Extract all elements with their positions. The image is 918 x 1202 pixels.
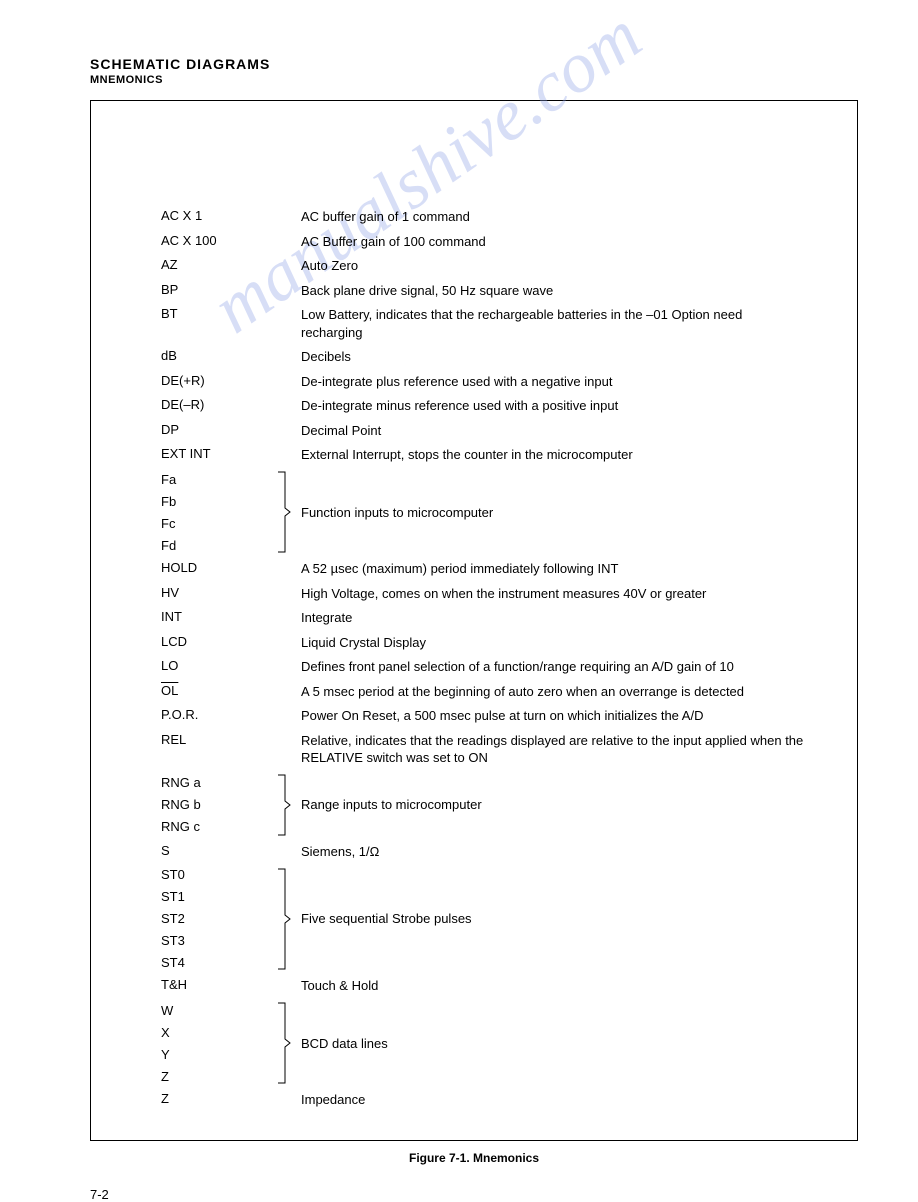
mnemonic: REL (161, 732, 301, 747)
figure-caption: Figure 7-1. Mnemonics (90, 1151, 858, 1165)
group-label: Fd (161, 538, 176, 553)
description: Defines front panel selection of a funct… (301, 658, 827, 676)
group-label: ST4 (161, 955, 185, 970)
group-label: ST0 (161, 867, 185, 882)
entry-row: ZImpedance (161, 1091, 827, 1109)
group-desc: Function inputs to microcomputer (301, 505, 827, 520)
entry-row: dBDecibels (161, 348, 827, 366)
group-row-strobe: ST0 ST1 ST2 ST3 ST4 Five sequential Strobe p… (161, 867, 827, 970)
group-desc: BCD data lines (301, 1036, 827, 1051)
group-label: RNG b (161, 797, 201, 812)
mnemonic: OL (161, 683, 301, 698)
mnemonic: dB (161, 348, 301, 363)
entry-row: LCDLiquid Crystal Display (161, 634, 827, 652)
mnemonic: INT (161, 609, 301, 624)
description: A 5 msec period at the beginning of auto… (301, 683, 827, 701)
bracket-icon (277, 1002, 291, 1084)
mnemonic: DP (161, 422, 301, 437)
description: De-integrate minus reference used with a… (301, 397, 827, 415)
description: Relative, indicates that the readings di… (301, 732, 827, 767)
description: Impedance (301, 1091, 827, 1109)
description: Low Battery, indicates that the recharge… (301, 306, 827, 341)
entry-row: BPBack plane drive signal, 50 Hz square … (161, 282, 827, 300)
group-label: Fb (161, 494, 176, 509)
mnemonic: LO (161, 658, 301, 673)
bracket-icon (277, 774, 291, 836)
entry-row: LODefines front panel selection of a fun… (161, 658, 827, 676)
entry-row: EXT INTExternal Interrupt, stops the cou… (161, 446, 827, 464)
mnemonic: AZ (161, 257, 301, 272)
mnemonic: DE(–R) (161, 397, 301, 412)
description: High Voltage, comes on when the instrume… (301, 585, 827, 603)
mnemonic: S (161, 843, 301, 858)
group-label: RNG c (161, 819, 201, 834)
description: Integrate (301, 609, 827, 627)
group-label: RNG a (161, 775, 201, 790)
group-label: Y (161, 1047, 173, 1062)
entry-row: AZAuto Zero (161, 257, 827, 275)
entry-row: DPDecimal Point (161, 422, 827, 440)
group-desc: Five sequential Strobe pulses (301, 911, 827, 926)
description: Liquid Crystal Display (301, 634, 827, 652)
bracket-icon (277, 868, 291, 970)
entry-row: HOLDA 52 µsec (maximum) period immediate… (161, 560, 827, 578)
entry-row: OLA 5 msec period at the beginning of au… (161, 683, 827, 701)
group-label: Z (161, 1069, 173, 1084)
group-desc: Range inputs to microcomputer (301, 797, 827, 812)
entry-row: T&HTouch & Hold (161, 977, 827, 995)
entry-row: BTLow Battery, indicates that the rechar… (161, 306, 827, 341)
group-row-bcd: WXYZ BCD data lines (161, 1002, 827, 1084)
description: Power On Reset, a 500 msec pulse at turn… (301, 707, 827, 725)
description: Touch & Hold (301, 977, 827, 995)
entry-row: P.O.R.Power On Reset, a 500 msec pulse a… (161, 707, 827, 725)
group-label: ST1 (161, 889, 185, 904)
group-label: ST3 (161, 933, 185, 948)
mnemonic: HV (161, 585, 301, 600)
mnemonic: BP (161, 282, 301, 297)
mnemonic: T&H (161, 977, 301, 992)
mnemonic: DE(+R) (161, 373, 301, 388)
entry-row: AC X 100AC Buffer gain of 100 command (161, 233, 827, 251)
description: De-integrate plus reference used with a … (301, 373, 827, 391)
description: External Interrupt, stops the counter in… (301, 446, 827, 464)
description: AC buffer gain of 1 command (301, 208, 827, 226)
header-title: SCHEMATIC DIAGRAMS (90, 56, 858, 72)
mnemonic: P.O.R. (161, 707, 301, 722)
entry-row: HVHigh Voltage, comes on when the instru… (161, 585, 827, 603)
mnemonic: HOLD (161, 560, 301, 575)
header-subtitle: MNEMONICS (90, 74, 858, 86)
entry-row: SSiemens, 1/Ω (161, 843, 827, 861)
entry-row: DE(–R)De-integrate minus reference used … (161, 397, 827, 415)
mnemonic: AC X 1 (161, 208, 301, 223)
description: Decibels (301, 348, 827, 366)
group-label: ST2 (161, 911, 185, 926)
mnemonic: AC X 100 (161, 233, 301, 248)
page-number: 7-2 (90, 1187, 858, 1202)
description: A 52 µsec (maximum) period immediately f… (301, 560, 827, 578)
description: Siemens, 1/Ω (301, 843, 827, 861)
group-label: W (161, 1003, 173, 1018)
group-row-range: RNG a RNG b RNG c Range inputs to microcom… (161, 774, 827, 836)
group-row-functions: Fa Fb Fc Fd Function inputs to microcompute… (161, 471, 827, 553)
description: Auto Zero (301, 257, 827, 275)
description: AC Buffer gain of 100 command (301, 233, 827, 251)
content-box: manualshive.com AC X 1AC buffer gain of … (90, 100, 858, 1141)
bracket-icon (277, 471, 291, 553)
group-label: Fa (161, 472, 176, 487)
entry-row: AC X 1AC buffer gain of 1 command (161, 208, 827, 226)
mnemonic: LCD (161, 634, 301, 649)
mnemonic: Z (161, 1091, 301, 1106)
group-label: Fc (161, 516, 176, 531)
entry-row: RELRelative, indicates that the readings… (161, 732, 827, 767)
entry-row: DE(+R)De-integrate plus reference used w… (161, 373, 827, 391)
mnemonic: EXT INT (161, 446, 301, 461)
description: Back plane drive signal, 50 Hz square wa… (301, 282, 827, 300)
entry-row: INTIntegrate (161, 609, 827, 627)
mnemonic: BT (161, 306, 301, 321)
description: Decimal Point (301, 422, 827, 440)
group-label: X (161, 1025, 173, 1040)
